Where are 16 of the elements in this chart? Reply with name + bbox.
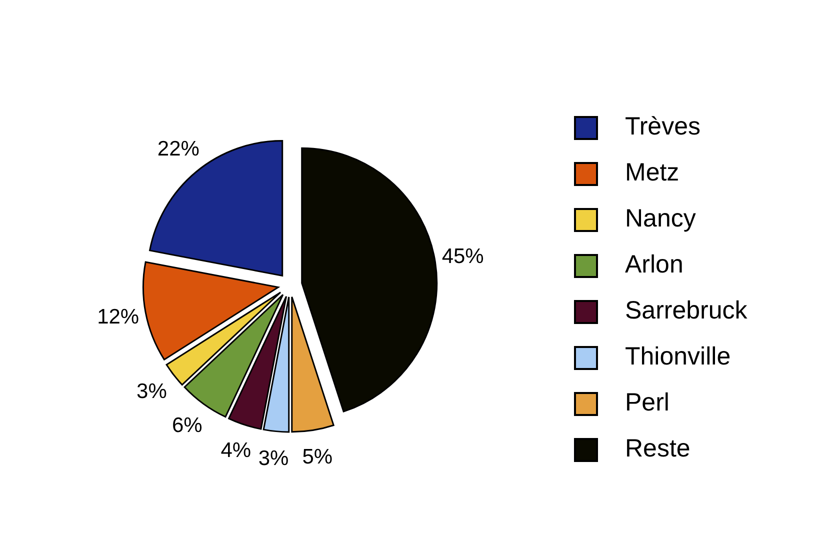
data-label: 12%	[97, 305, 140, 328]
data-label: 6%	[172, 414, 202, 438]
legend-label: Reste	[625, 434, 690, 463]
data-label: 3%	[258, 446, 289, 470]
data-label: 45%	[442, 245, 484, 268]
legend-label: Sarrebruck	[625, 296, 748, 325]
legend-label: Thionville	[625, 342, 731, 371]
legend-label: Arlon	[625, 250, 684, 279]
legend-label: Nancy	[625, 204, 696, 233]
data-label: 4%	[220, 438, 252, 462]
legend-label: Perl	[625, 388, 670, 417]
data-label: 3%	[136, 380, 167, 403]
data-label: 5%	[302, 445, 333, 468]
legend-label: Trèves	[625, 112, 700, 141]
data-label: 22%	[157, 138, 200, 161]
legend-label: Metz	[625, 158, 680, 187]
